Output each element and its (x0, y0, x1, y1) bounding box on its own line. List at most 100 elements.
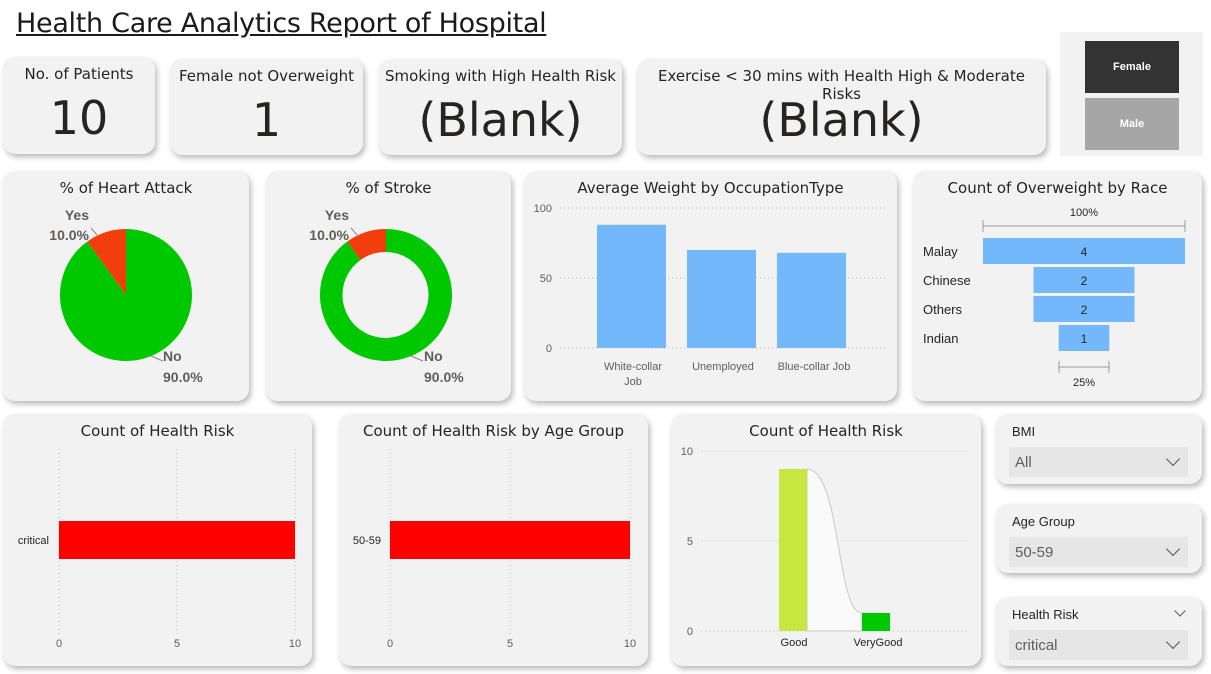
ag-tick-5: 5 (507, 638, 513, 650)
chevron-down-icon (1165, 541, 1181, 557)
stroke-no-label: No (424, 348, 443, 364)
funnel-bar-indian[interactable] (1058, 325, 1110, 351)
stroke-yes-slice[interactable] (347, 229, 386, 260)
kpi-exercise-label: Exercise < 30 mins with Health High & Mo… (658, 67, 1025, 103)
avg-weight-bar-white-collar[interactable] (597, 224, 666, 348)
ribbon-cat-verygood: VeryGood (854, 637, 903, 649)
funnel-label-others: Others (923, 302, 963, 317)
chevron-down-icon (1165, 634, 1181, 650)
age-group-bar-50-59[interactable] (390, 521, 630, 559)
kpi-smoking-card: Smoking with High Health Risk (Blank) (379, 59, 622, 155)
ribbon-connector (806, 468, 863, 632)
stroke-yes-pct: 10.0% (309, 227, 349, 243)
heart-attack-yes-leader (90, 227, 98, 236)
avg-weight-tick-50: 50 (540, 273, 552, 285)
ribbon-bar-verygood[interactable] (862, 613, 890, 631)
heart-attack-yes-pct: 10.0% (49, 227, 89, 243)
age-group-value: 50-59 (1015, 543, 1054, 561)
age-group-bar-chart: 50-59 0 5 10 (353, 449, 636, 650)
bmi-label: BMI (1012, 424, 1036, 439)
overweight-race-bottom-pct: 25% (1073, 377, 1095, 389)
overweight-race-card: Count of Overweight by Race 100% Malay C… (913, 171, 1202, 401)
stroke-no-leader (410, 355, 424, 362)
heart-attack-chart: Yes 10.0% No 90.0% (49, 207, 203, 385)
avg-weight-cat-2: Unemployed (692, 361, 754, 373)
kpi-exercise-card: Exercise < 30 mins with Health High & Mo… (637, 59, 1046, 155)
kpi-smoking-label: Smoking with High Health Risk (385, 67, 616, 85)
kpi-exercise-value: (Blank) (759, 93, 924, 147)
female-button[interactable]: Female (1085, 41, 1179, 93)
gender-slicer: Female Male (1060, 32, 1203, 156)
heart-attack-yes-label: Yes (65, 207, 89, 223)
stroke-yes-label: Yes (325, 207, 349, 223)
hr-tick-5: 5 (174, 638, 180, 650)
funnel-bar-others[interactable] (1033, 296, 1135, 322)
stroke-yes-leader (350, 227, 358, 236)
health-risk-bar-critical[interactable] (59, 521, 295, 559)
avg-weight-bar-unemployed[interactable] (687, 250, 756, 348)
funnel-label-indian: Indian (923, 331, 958, 346)
hr-tick-0: 0 (56, 638, 62, 650)
age-group-bar-category: 50-59 (353, 535, 381, 547)
health-risk-bar-title: Count of Health Risk (80, 422, 235, 440)
age-group-dropdown[interactable]: 50-59 (1009, 537, 1188, 567)
rb-tick-10: 10 (681, 446, 693, 458)
health-risk-ribbon-chart: 10 5 0 Good VeryGood (681, 446, 966, 649)
kpi-female-not-overweight-card: Female not Overweight 1 (170, 59, 363, 155)
avg-weight-chart: 100 50 0 White-collar Job Unemployed Blu… (534, 203, 886, 388)
ribbon-bar-good[interactable] (779, 469, 807, 631)
avg-weight-card: Average Weight by OccupationType 100 50 … (524, 171, 897, 401)
avg-weight-tick-0: 0 (546, 343, 552, 355)
heart-attack-no-pct: 90.0% (163, 369, 203, 385)
funnel-value-chinese: 2 (1081, 274, 1088, 288)
male-button[interactable]: Male (1085, 98, 1179, 150)
kpi-female-not-overweight-value: 1 (251, 93, 282, 147)
avg-weight-tick-100: 100 (534, 203, 552, 215)
overweight-race-chart: 100% Malay Chinese Others Indian 4 2 2 1… (923, 207, 1186, 389)
age-group-slicer: Age Group 50-59 (996, 504, 1202, 573)
avg-weight-bar-blue-collar[interactable] (777, 252, 846, 348)
avg-weight-title: Average Weight by OccupationType (577, 179, 844, 197)
health-risk-ribbon-title: Count of Health Risk (749, 422, 903, 440)
funnel-bar-chinese[interactable] (1033, 267, 1135, 293)
funnel-bar-malay[interactable] (983, 238, 1185, 264)
page-title: Health Care Analytics Report of Hospital (16, 8, 547, 39)
stroke-no-pct: 90.0% (424, 369, 464, 385)
rb-tick-5: 5 (687, 536, 693, 548)
heart-attack-no-leader (150, 355, 164, 362)
kpi-patients-label: No. of Patients (24, 65, 134, 83)
health-risk-value: critical (1015, 636, 1058, 654)
chevron-down-icon (1165, 451, 1181, 467)
bmi-slicer: BMI All (996, 414, 1202, 484)
overweight-race-top-pct: 100% (1070, 207, 1098, 219)
stroke-title: % of Stroke (345, 179, 432, 197)
health-risk-bar-card: Count of Health Risk critical 0 5 10 (3, 414, 312, 666)
funnel-value-others: 2 (1081, 303, 1088, 317)
overweight-race-title: Count of Overweight by Race (947, 179, 1168, 197)
ag-tick-10: 10 (624, 638, 636, 650)
kpi-patients-card: No. of Patients 10 (3, 57, 155, 154)
avg-weight-cat-1-line2: Job (624, 376, 642, 388)
bmi-dropdown[interactable]: All (1009, 447, 1188, 477)
health-risk-dropdown[interactable]: critical (1009, 630, 1188, 660)
funnel-value-malay: 4 (1081, 245, 1088, 259)
funnel-value-indian: 1 (1081, 332, 1088, 346)
collapse-chevron-icon[interactable] (1174, 605, 1186, 617)
avg-weight-cat-3: Blue-collar Job (778, 361, 851, 373)
heart-attack-no-slice[interactable] (59, 229, 192, 361)
health-risk-bar-chart: critical 0 5 10 (18, 449, 301, 650)
stroke-no-slice[interactable] (319, 229, 452, 361)
health-risk-slicer: Health Risk critical (996, 597, 1202, 666)
kpi-female-not-overweight-label: Female not Overweight (179, 67, 354, 85)
health-risk-label: Health Risk (1012, 607, 1079, 622)
rb-tick-0: 0 (687, 626, 693, 638)
heart-attack-no-label: No (163, 348, 182, 364)
hr-tick-10: 10 (289, 638, 301, 650)
bmi-value: All (1015, 453, 1032, 471)
stroke-card: % of Stroke Yes 10.0% No 90.0% (266, 171, 511, 401)
avg-weight-cat-1-line1: White-collar (604, 361, 662, 373)
heart-attack-title: % of Heart Attack (59, 179, 193, 197)
health-risk-bar-category: critical (18, 535, 49, 547)
health-risk-ribbon-card: Count of Health Risk 10 5 0 Good VeryGoo… (671, 414, 981, 666)
heart-attack-yes-slice[interactable] (87, 229, 126, 295)
